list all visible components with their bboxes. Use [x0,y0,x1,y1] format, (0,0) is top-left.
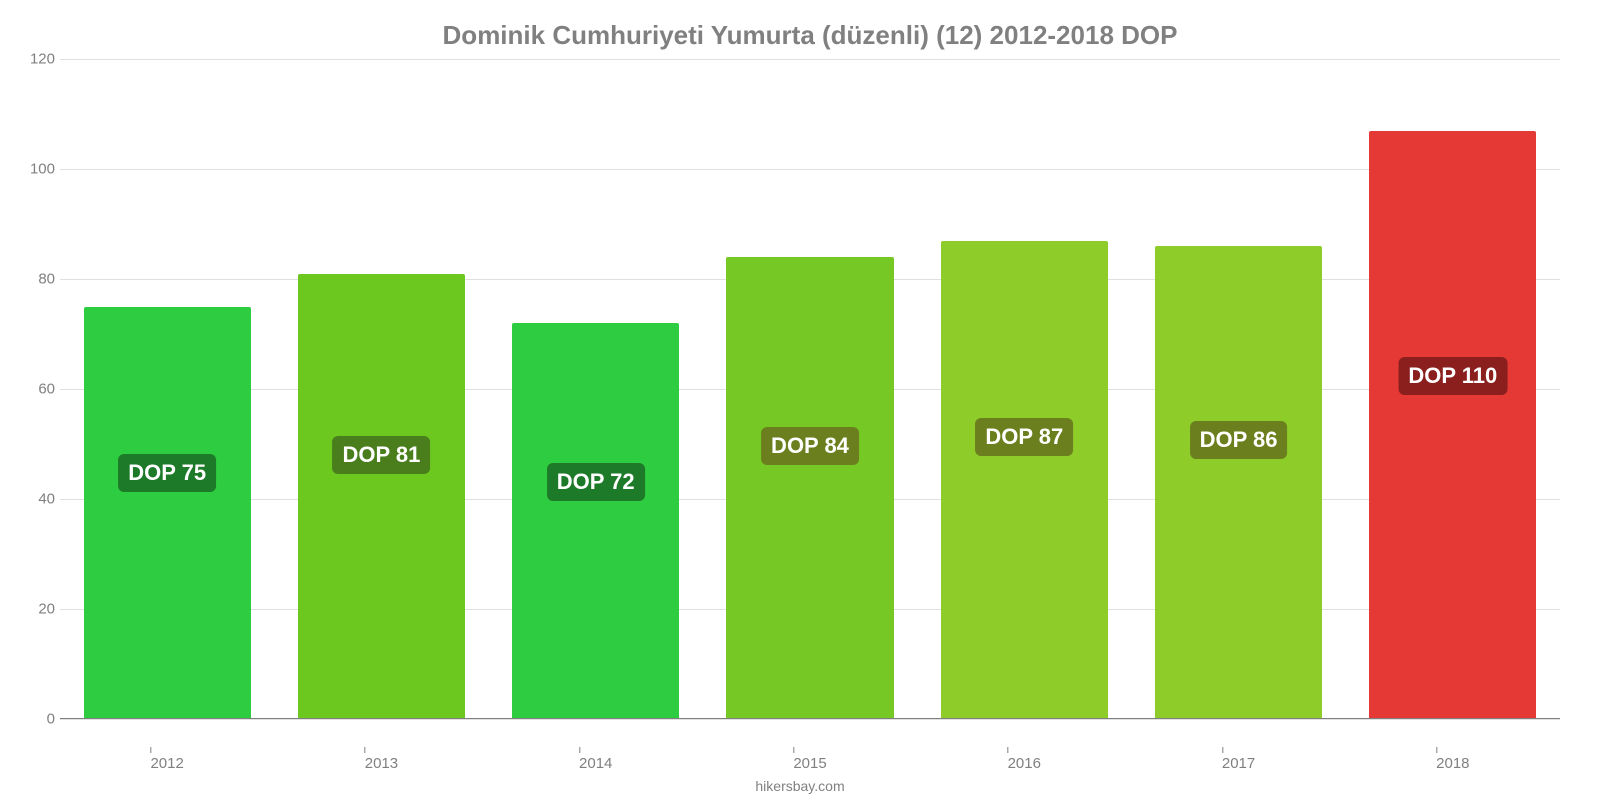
x-tick-mark [579,747,580,753]
bar-value-label: DOP 84 [761,427,859,465]
plot-area: 020406080100120 DOP 75DOP 81DOP 72DOP 84… [60,59,1560,719]
bar-value-label: DOP 75 [118,454,216,492]
y-tick-label: 20 [15,601,55,618]
x-axis-line [60,718,1560,719]
x-tick-label: 2013 [365,755,398,772]
y-tick-label: 0 [15,711,55,728]
bars-group: DOP 75 DOP 81 DOP 72 DOP 84 DOP 87 DOP 86 DOP … [60,59,1560,719]
x-tick-mark [793,747,794,753]
x-tick-label: 2015 [793,755,826,772]
x-tick-label: 2012 [150,755,183,772]
x-tick-mark [365,747,366,753]
y-tick-label: 100 [15,161,55,178]
chart-container: Dominik Cumhuriyeti Yumurta (düzenli) (1… [0,0,1600,800]
bar: DOP 87 [941,241,1108,720]
bar: DOP 84 [726,257,893,719]
bar-value-label: DOP 87 [975,418,1073,456]
bar: DOP 75 [84,307,251,720]
bar: DOP 81 [298,274,465,720]
x-tick-mark [1222,747,1223,753]
x-tick-label: 2014 [579,755,612,772]
x-tick-label: 2016 [1008,755,1041,772]
x-axis-labels: 2012 2013 2014 2015 2016 2017 2018 [60,752,1560,772]
x-tick-mark [1436,747,1437,753]
gridline [60,719,1560,720]
bar-value-label: DOP 110 [1398,357,1507,395]
y-tick-label: 120 [15,51,55,68]
x-tick-mark [150,747,151,753]
bar-value-label: DOP 81 [332,436,430,474]
bar-value-label: DOP 72 [547,463,645,501]
bar: DOP 72 [512,323,679,719]
bar: DOP 110 [1369,131,1536,720]
bar-value-label: DOP 86 [1190,421,1288,459]
y-tick-label: 80 [15,271,55,288]
y-tick-label: 40 [15,491,55,508]
chart-title: Dominik Cumhuriyeti Yumurta (düzenli) (1… [60,20,1560,51]
bar: DOP 86 [1155,246,1322,719]
x-tick-label: 2018 [1436,755,1469,772]
source-text: hikersbay.com [0,778,1600,794]
x-tick-label: 2017 [1222,755,1255,772]
y-tick-label: 60 [15,381,55,398]
x-tick-mark [1008,747,1009,753]
y-axis: 020406080100120 [15,59,55,719]
